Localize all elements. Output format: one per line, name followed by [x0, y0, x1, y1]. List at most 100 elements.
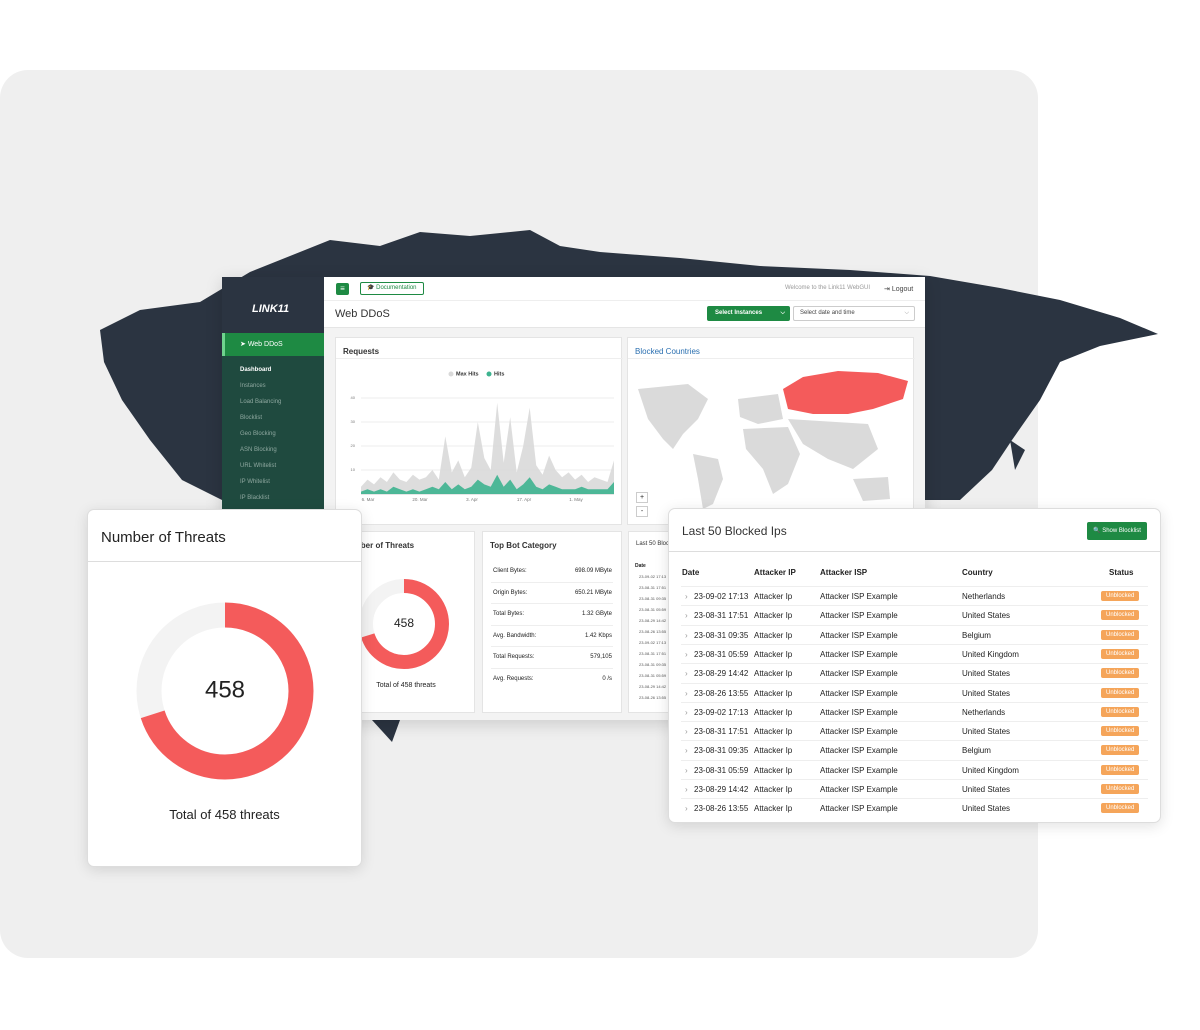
cell: 23-09-02 17:13 [694, 707, 749, 717]
nav-item[interactable]: Geo Blocking [240, 431, 276, 437]
bot-value: 579,105 [590, 654, 612, 660]
menu-toggle[interactable]: ≡ [336, 283, 349, 295]
cell: 23-08-29 14:42 [694, 669, 749, 679]
mini-date: 23-08-26 13:55 [639, 629, 667, 634]
threats-donut-small: 458 [359, 579, 449, 669]
area [361, 402, 614, 494]
table-row: › 23-08-26 13:55 Attacker Ip Attacker ISP E… [681, 682, 1148, 702]
bot-value: 0 /s [602, 675, 612, 682]
documentation-button[interactable]: 🎓 Documentation [360, 282, 424, 295]
mini-date: 23-08-31 17:51 [639, 651, 667, 656]
countries-map [638, 371, 908, 509]
logout[interactable]: ⇥ Logout [884, 286, 914, 293]
status-badge: Unblocked [1101, 803, 1140, 814]
threats-caption: Total of 458 threats [376, 682, 436, 689]
donut-arc [359, 579, 449, 669]
status-badge: Unblocked [1101, 591, 1140, 601]
card-title: Number of Threats [101, 529, 226, 546]
world-map-silhouette [100, 230, 1158, 742]
bot-value: 1.42 Kbps [584, 632, 612, 639]
documentation-label[interactable]: Documentation [376, 285, 417, 291]
zoom-in[interactable]: + [636, 492, 648, 503]
x-tick-label: 6. Mar [362, 497, 375, 502]
expand: › [685, 785, 688, 794]
nav-active[interactable]: ➤ Web DDoS [222, 333, 324, 356]
status-badge: Unblocked [1101, 745, 1140, 756]
status-badge: Unblocked [1101, 726, 1140, 737]
date-picker[interactable]: Select date and time ⌵ [793, 306, 915, 321]
cell: 23-08-31 17:51 [694, 611, 749, 621]
panel-title: Last 50 Blocked Ips [636, 541, 689, 547]
card-title: Last 50 Blocked Ips [682, 524, 787, 538]
column-header[interactable]: Country [962, 568, 993, 577]
status-badge: Unblocked [1101, 706, 1140, 717]
legend-marker [486, 371, 492, 377]
divider [324, 300, 925, 301]
map-land [638, 384, 890, 509]
cell: Attacker ISP Example [820, 746, 898, 756]
nav-active-text[interactable]: Web DDoS [247, 341, 283, 348]
expand: › [685, 592, 688, 601]
table-row: › 23-08-31 17:51 Attacker Ip Attacker ISP E… [681, 721, 1148, 740]
status-badge: Unblocked [1101, 668, 1140, 679]
x-tick-label: 1. May [569, 497, 583, 502]
nav-active-label[interactable]: ➤ Web DDoS [240, 341, 283, 348]
cell: United States [962, 611, 1011, 621]
cell: Attacker ISP Example [820, 669, 898, 679]
cell: United Kingdom [962, 765, 1019, 775]
select-instances-label[interactable]: Select Instances [715, 310, 763, 316]
page-title: Web DDoS [335, 308, 390, 320]
nav-item[interactable]: URL Whitelist [240, 463, 277, 469]
threats-card: Number of Threats 458 Total of 458 threa… [87, 509, 362, 867]
nav-item[interactable]: ASN Blocking [240, 447, 277, 453]
cell: Attacker ISP Example [820, 592, 898, 601]
status-badge: Unblocked [1101, 648, 1140, 659]
cell: Belgium [962, 746, 991, 756]
column-header[interactable]: Attacker ISP [820, 568, 868, 577]
expand: › [685, 707, 688, 717]
nav-item[interactable]: Blocklist [240, 415, 263, 421]
table-row: › 23-08-31 09:35 Attacker Ip Attacker ISP E… [681, 624, 1148, 644]
donut-value: 458 [205, 676, 245, 703]
row-divider [491, 667, 613, 669]
bot-label: Total Bytes: [493, 611, 525, 617]
blocked-ips-card: Last 50 Blocked Ips 🔍 Show Blocklist Dat… [668, 508, 1161, 823]
column-header[interactable]: Status [1109, 568, 1134, 577]
nav-item[interactable]: Load Balancing [240, 399, 282, 405]
cell: Netherlands [962, 592, 1006, 601]
sidebar: LINK11 ➤ Web DDoS Dashboard Instances Load… [222, 277, 324, 510]
threats-caption: Total of 458 threats [169, 807, 280, 822]
cell: Attacker Ip [754, 785, 793, 794]
cell: Attacker Ip [754, 611, 793, 621]
cell: Attacker ISP Example [820, 765, 898, 775]
cell: Attacker ISP Example [820, 649, 898, 659]
nav-item[interactable]: Instances [240, 383, 266, 389]
mini-date: 23-08-31 09:35 [639, 596, 667, 601]
expand: › [685, 804, 688, 814]
show-blocklist[interactable]: 🔍 Show Blocklist [1087, 522, 1147, 540]
nav-item[interactable]: IP Blacklist [240, 495, 270, 501]
cell: 23-08-31 17:51 [694, 727, 749, 737]
cell: Attacker Ip [754, 746, 793, 756]
x-tick-label: 20. Mar [412, 497, 428, 502]
cell: 23-08-29 14:42 [694, 785, 749, 794]
requests-chart: 10 20 30 40 6. Mar 20. Mar 3. Apr 17. Apr 1. May… [351, 371, 614, 502]
area [361, 474, 614, 494]
cell: 23-08-31 05:59 [694, 765, 749, 775]
panel-title: Number of Threats [343, 541, 415, 550]
show-blocklist-label[interactable]: Show Blocklist [1102, 528, 1141, 534]
y-tick-label: 40 [351, 395, 356, 400]
select-instances[interactable]: Select Instances ⌵ [707, 306, 790, 321]
mini-date: 23-08-31 17:51 [639, 585, 667, 590]
date-picker-label[interactable]: Select date and time [800, 310, 855, 316]
row-divider [491, 603, 613, 604]
nav-item[interactable]: Dashboard [240, 367, 272, 373]
column-header[interactable]: Attacker IP [754, 568, 796, 577]
expand: › [685, 630, 688, 640]
nav-item[interactable]: IP Whitelist [240, 479, 270, 485]
cell: Attacker ISP Example [820, 804, 898, 814]
status-badge: Unblocked [1101, 610, 1140, 621]
column-header[interactable]: Date [682, 568, 700, 577]
zoom-out[interactable]: - [636, 506, 648, 517]
logout-label[interactable]: Logout [891, 286, 914, 293]
